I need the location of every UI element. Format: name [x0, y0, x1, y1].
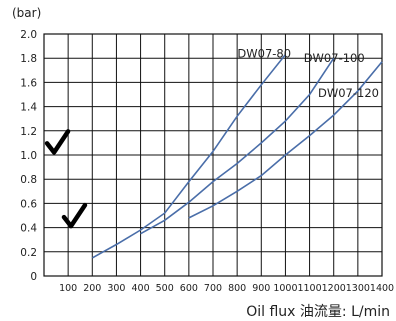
- x-tick-label: 400: [132, 283, 150, 294]
- x-tick-labels: 100 200 300 400 500 600 700 800 900 1000 1100 1200 1…: [59, 283, 394, 294]
- y-tick-label: 2.0: [20, 29, 37, 41]
- y-axis-label: (bar): [12, 6, 41, 20]
- series-labels: DW07-80 DW07-100 DW07-120: [237, 47, 379, 100]
- x-tick-label: 100: [59, 283, 77, 294]
- series-label-dw07-100: DW07-100: [304, 51, 365, 65]
- y-tick-label: 0: [30, 271, 37, 283]
- x-tick-label: 1200: [322, 283, 346, 294]
- x-tick-label: 600: [180, 283, 198, 294]
- x-tick-label: 500: [156, 283, 174, 294]
- x-tick-label: 1000: [273, 283, 297, 294]
- checkmarks: [44, 129, 88, 229]
- chart-grid: [43, 33, 383, 277]
- y-tick-label: 0.8: [20, 174, 37, 186]
- x-axis-label: Oil flux 油流量: L/min: [246, 304, 390, 320]
- x-tick-label: 700: [204, 283, 222, 294]
- y-tick-label: 1.0: [20, 150, 37, 162]
- series-label-dw07-120: DW07-120: [318, 86, 379, 100]
- y-tick-labels: 0 0.2 0.4 0.6 0.8 1.0 1.2 1.4 1.6 1.8 2.0: [20, 29, 37, 283]
- checkmark-icon: [61, 202, 88, 229]
- y-tick-label: 0.2: [20, 247, 37, 259]
- y-tick-label: 0.4: [20, 223, 37, 235]
- y-tick-label: 1.4: [20, 102, 37, 114]
- x-tick-label: 1100: [297, 283, 321, 294]
- series-line-dw07-100: [140, 57, 335, 235]
- checkmark-icon: [44, 129, 71, 155]
- y-tick-label: 1.8: [20, 53, 37, 65]
- x-tick-label: 1400: [370, 283, 394, 294]
- plot-border: [43, 33, 383, 277]
- series-line-dw07-120: [188, 61, 383, 219]
- y-tick-label: 0.6: [20, 198, 37, 210]
- series-line-dw07-80: [91, 54, 287, 259]
- plot-frame: [43, 33, 383, 277]
- series-label-dw07-80: DW07-80: [237, 47, 291, 61]
- x-tick-label: 300: [107, 283, 125, 294]
- x-tick-label: 900: [252, 283, 270, 294]
- y-tick-label: 1.6: [20, 77, 37, 89]
- y-tick-label: 1.2: [20, 126, 37, 138]
- x-tick-label: 800: [228, 283, 246, 294]
- x-tick-label: 200: [83, 283, 101, 294]
- series-lines: [91, 54, 383, 259]
- x-tick-label: 1300: [346, 283, 370, 294]
